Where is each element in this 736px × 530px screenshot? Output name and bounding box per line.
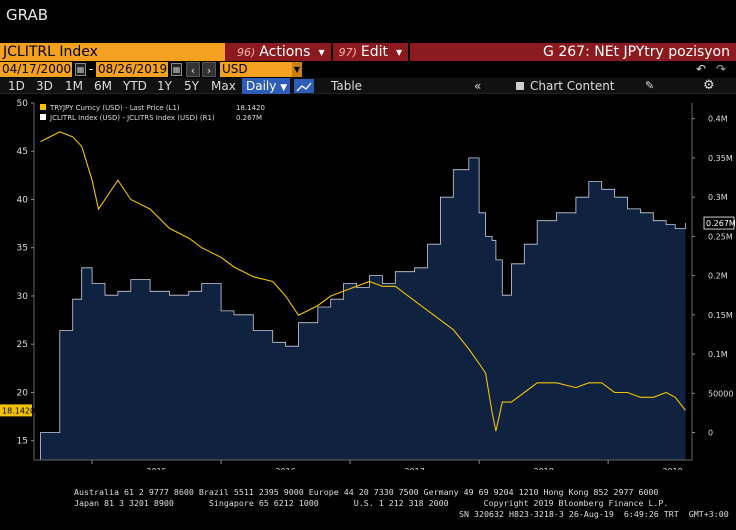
line-chart-icon[interactable]: [294, 79, 314, 93]
divider: [330, 43, 333, 61]
gear-icon[interactable]: ⚙: [703, 78, 715, 93]
legend-entry-value: 18.1420: [236, 104, 265, 112]
legend-entry-label: JCLITRL Index (USD) - JCLITRS Index (USD…: [49, 114, 215, 122]
table-button[interactable]: Table: [331, 79, 363, 93]
area-series-line: [40, 157, 686, 460]
range-1d[interactable]: 1D: [8, 79, 25, 93]
left-last-value-label: 18.1420: [2, 406, 35, 415]
left-tick-label: 40: [17, 195, 29, 205]
undo-icon[interactable]: ↶: [695, 62, 706, 76]
x-tick-label: 2019: [662, 467, 682, 470]
line-chart-glyph: [296, 82, 312, 92]
right-tick-label: 0: [708, 429, 713, 438]
legend-swatch: [40, 104, 46, 110]
left-tick-label: 25: [17, 340, 28, 350]
left-tick-label: 20: [17, 388, 29, 398]
right-last-value-label: 0.267M: [706, 219, 736, 228]
legend-entry-label: TRYJPY Curncy (USD) - Last Price (L1): [49, 104, 180, 112]
calendar-icon[interactable]: ▦: [171, 63, 182, 76]
window-label: GRAB: [6, 6, 48, 24]
actions-menu[interactable]: 96) Actions ▼: [231, 43, 331, 61]
left-tick-label: 45: [17, 147, 28, 157]
frequency-value: Daily: [246, 79, 277, 93]
left-last-value-tag: [0, 404, 32, 417]
chevron-down-icon: ▼: [318, 47, 325, 57]
right-last-value-tag: [703, 216, 735, 230]
chart-content-icon: [516, 82, 524, 90]
right-tick-label: 0.3M: [708, 193, 728, 202]
collapse-icon[interactable]: «: [474, 79, 482, 93]
right-tick-label: 0.35M: [708, 154, 733, 163]
frequency-select[interactable]: Daily ▼: [242, 78, 290, 94]
right-tick-label: 50000: [708, 389, 733, 398]
right-tick-label: 0.15M: [708, 311, 733, 320]
right-tick-label: 0.2M: [708, 272, 728, 281]
date-separator: -: [89, 62, 94, 76]
legend-entry-value: 0.267M: [236, 114, 262, 122]
chevron-down-icon: ▼: [396, 47, 403, 57]
actions-number: 96): [237, 45, 256, 59]
end-date-input[interactable]: 08/26/2019: [96, 62, 168, 77]
divider: [408, 43, 411, 61]
left-tick-label: 15: [17, 437, 28, 447]
x-tick-label: 2015: [146, 467, 166, 470]
actions-label: Actions: [259, 44, 311, 60]
range-6m[interactable]: 6M: [94, 79, 112, 93]
ticker-field[interactable]: JCLITRL Index: [0, 43, 225, 61]
redo-icon[interactable]: ↷: [715, 62, 726, 76]
right-tick-label: 0.25M: [708, 232, 733, 241]
currency-value: USD: [222, 62, 248, 76]
range-1y[interactable]: 1Y: [157, 79, 172, 93]
menu-bar: 96) Actions ▼ 97) Edit ▼ G 267: NEt JPYt…: [225, 43, 736, 61]
chevron-down-icon: ▼: [280, 83, 288, 93]
chevron-down-icon: ▼: [292, 62, 302, 77]
right-tick-label: 0.4M: [708, 115, 728, 124]
start-date-input[interactable]: 04/17/2000: [0, 62, 72, 77]
edit-pencil-icon[interactable]: ✎: [645, 79, 655, 92]
footer-session: SN 320632 H823-3218-3 26-Aug-19 6:49:26 …: [459, 509, 729, 519]
footer-contacts-1: Australia 61 2 9777 8600 Brazil 5511 239…: [74, 487, 659, 497]
chart-content-button[interactable]: Chart Content: [530, 79, 615, 93]
range-toolbar: 1D 3D 1M 6M YTD 1Y 5Y Max Daily ▼ Table …: [0, 78, 736, 94]
legend-swatch: [40, 114, 46, 120]
edit-number: 97): [338, 45, 357, 59]
calendar-icon[interactable]: ▦: [75, 63, 86, 76]
next-button[interactable]: ›: [202, 62, 216, 77]
left-tick-label: 30: [17, 292, 29, 302]
price-series-line: [40, 131, 686, 432]
currency-select[interactable]: USD ▼: [220, 62, 302, 77]
left-tick-label: 35: [17, 244, 28, 254]
area-series-fill: [40, 157, 686, 460]
x-tick-label: 2017: [404, 467, 424, 470]
price-chart[interactable]: 15 20 25 30 35 40 45 50 0 50000 0.1M 0.15M 0.2M 0.25M…: [0, 95, 736, 470]
right-tick-label: 0.1M: [708, 350, 728, 359]
prev-button[interactable]: ‹: [186, 62, 200, 77]
range-3d[interactable]: 3D: [36, 79, 53, 93]
date-bar: 04/17/2000 ▦ - 08/26/2019 ▦ ‹ › USD ▼ ↶ …: [0, 62, 736, 77]
edit-menu[interactable]: 97) Edit ▼: [333, 43, 409, 61]
edit-label: Edit: [360, 44, 389, 60]
footer-contacts-2: Japan 81 3 3201 8900 Singapore 65 6212 1…: [74, 498, 669, 508]
range-5y[interactable]: 5Y: [184, 79, 199, 93]
title-bar: JCLITRL Index 96) Actions ▼ 97) Edit ▼ G…: [0, 43, 736, 61]
chart-title: G 267: NEt JPYtry pozisyon: [543, 44, 730, 60]
range-max[interactable]: Max: [211, 79, 236, 93]
range-1m[interactable]: 1M: [65, 79, 83, 93]
x-tick-label: 2016: [275, 467, 295, 470]
left-tick-label: 50: [17, 99, 29, 109]
range-ytd[interactable]: YTD: [123, 79, 147, 93]
